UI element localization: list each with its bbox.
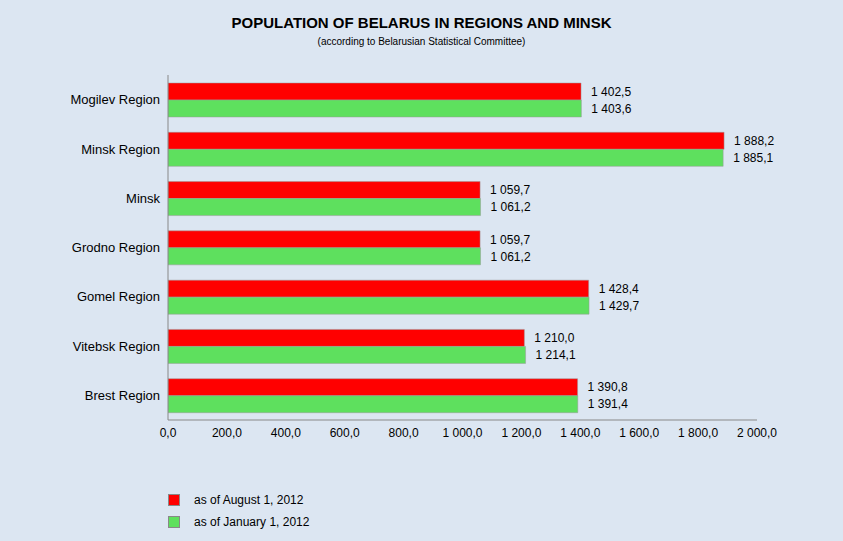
svg-text:1 885,1: 1 885,1 <box>733 151 773 165</box>
svg-text:Grodno Region: Grodno Region <box>72 240 160 255</box>
svg-text:1 000,0: 1 000,0 <box>442 426 482 440</box>
svg-text:Gomel Region: Gomel Region <box>77 289 160 304</box>
svg-text:1 888,2: 1 888,2 <box>734 134 774 148</box>
svg-text:400,0: 400,0 <box>271 426 301 440</box>
svg-text:800,0: 800,0 <box>389 426 419 440</box>
svg-text:1 059,7: 1 059,7 <box>490 183 530 197</box>
svg-text:Minsk: Minsk <box>126 191 160 206</box>
svg-text:1 429,7: 1 429,7 <box>599 299 639 313</box>
svg-text:1 210,0: 1 210,0 <box>534 331 574 345</box>
svg-text:1 428,4: 1 428,4 <box>599 282 639 296</box>
svg-text:1 402,5: 1 402,5 <box>591 85 631 99</box>
svg-text:1 600,0: 1 600,0 <box>619 426 659 440</box>
svg-text:Vitebsk Region: Vitebsk Region <box>73 339 160 354</box>
svg-text:Minsk Region: Minsk Region <box>81 142 160 157</box>
svg-text:1 390,8: 1 390,8 <box>588 380 628 394</box>
svg-text:0,0: 0,0 <box>160 426 177 440</box>
html-text:(according to Belarusian Stati: (according to Belarusian Statistical Com… <box>317 36 526 47</box>
html-text:POPULATION OF BELARUS IN REGIO: POPULATION OF BELARUS IN REGIONS AND MIN… <box>231 14 612 31</box>
html-text:as of January 1, 2012: as of January 1, 2012 <box>194 515 310 529</box>
svg-text:Mogilev Region: Mogilev Region <box>70 92 160 107</box>
svg-text:Brest Region: Brest Region <box>85 388 160 403</box>
svg-text:2 000,0: 2 000,0 <box>737 426 777 440</box>
html-text:as of August 1, 2012: as of August 1, 2012 <box>194 493 304 507</box>
svg-text:1 059,7: 1 059,7 <box>490 233 530 247</box>
svg-text:200,0: 200,0 <box>212 426 242 440</box>
svg-text:1 214,1: 1 214,1 <box>536 348 576 362</box>
svg-text:1 800,0: 1 800,0 <box>678 426 718 440</box>
svg-text:600,0: 600,0 <box>330 426 360 440</box>
svg-text:1 400,0: 1 400,0 <box>560 426 600 440</box>
svg-text:1 061,2: 1 061,2 <box>491 200 531 214</box>
svg-text:1 200,0: 1 200,0 <box>501 426 541 440</box>
svg-text:1 061,2: 1 061,2 <box>491 250 531 264</box>
svg-text:1 403,6: 1 403,6 <box>591 102 631 116</box>
svg-text:1 391,4: 1 391,4 <box>588 397 628 411</box>
